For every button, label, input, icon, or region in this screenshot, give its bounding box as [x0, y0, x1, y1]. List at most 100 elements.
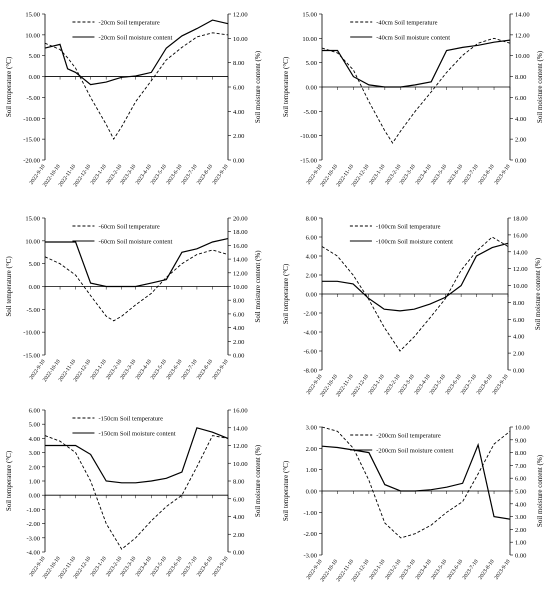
- y2-tick-label: 5.00: [515, 489, 526, 496]
- y-axis-title: Soil temperature (°C): [5, 450, 13, 511]
- y-tick-label: -15.00: [300, 158, 317, 165]
- y2-tick-label: 4.00: [233, 514, 244, 521]
- y2-tick-label: 2.00: [513, 351, 524, 358]
- legend-label: -20cm Soil moisture content: [98, 35, 172, 42]
- y-tick-label: 6.00: [306, 235, 317, 242]
- y2-tick-label: 16.00: [513, 232, 528, 239]
- y-tick-label: 10.00: [25, 238, 40, 245]
- chart-panel-150cm: 6.00 5.00 4.00 3.00 2.00 1.00 0.00 -1.00 -2.00 -3…: [5, 408, 262, 581]
- y-axis-title: Soil temperature (°C): [5, 56, 13, 117]
- legend-label: -60cm Soil moisture content: [98, 239, 172, 246]
- chart-panel-100cm: 8.00 6.00 4.00 2.00 0.00 -2.00 -4.00 -6.00 -8.00…: [282, 216, 542, 399]
- y2-tick-label: 8.00: [233, 60, 244, 67]
- legend-label: -40cm Soil temperature: [376, 20, 437, 27]
- y-tick-label: 15.00: [25, 216, 40, 223]
- y-tick-label: -10.00: [300, 133, 317, 140]
- y-tick-label: 15.00: [25, 12, 40, 19]
- y2-tick-label: 12.00: [515, 32, 530, 39]
- series-line-moisture: [45, 427, 229, 484]
- y2-tick-label: 6.00: [515, 95, 526, 102]
- y2-tick-label: 0.00: [233, 550, 244, 557]
- legend-label: -150cm Soil moisture content: [98, 431, 175, 438]
- y2-tick-label: 0.00: [515, 553, 526, 560]
- y-tick-label: -15.00: [23, 353, 40, 360]
- y2-tick-label: 7.00: [515, 463, 526, 470]
- legend-label: -200cm Soil moisture content: [376, 448, 453, 455]
- legend-label: -60cm Soil temperature: [98, 224, 159, 231]
- y-tick-label: -3.00: [26, 535, 40, 542]
- series-line-temperature: [44, 435, 229, 550]
- y-tick-label: 4.00: [306, 254, 317, 261]
- series-line-temperature: [321, 426, 511, 539]
- y2-axis-title: Soil moisture content (%): [534, 257, 542, 330]
- y-tick-label: 1.00: [306, 467, 317, 474]
- y2-axis-title: Soil moisture content (%): [254, 444, 262, 517]
- y-tick-label: -5.00: [26, 95, 40, 102]
- y2-tick-label: 12.00: [513, 266, 528, 273]
- y-tick-label: 0.00: [29, 284, 40, 291]
- y-tick-label: 3.00: [306, 425, 317, 432]
- series-line-temperature: [44, 249, 229, 322]
- y2-tick-label: 4.00: [515, 501, 526, 508]
- legend-label: -100cm Soil moisture content: [376, 239, 453, 246]
- x-tick-label: 2023-9-10: [492, 374, 510, 396]
- series-line-temperature: [44, 32, 229, 141]
- y-tick-label: -2.00: [303, 531, 317, 538]
- y2-axis-title: Soil moisture content (%): [254, 250, 262, 323]
- y2-tick-label: 6.00: [515, 476, 526, 483]
- y-tick-label: 0.00: [306, 292, 317, 299]
- y-tick-label: 6.00: [29, 408, 40, 415]
- y2-tick-label: 4.00: [233, 109, 244, 116]
- y2-tick-label: 8.00: [515, 74, 526, 81]
- y-tick-label: 0.00: [306, 85, 317, 92]
- y-tick-label: 2.00: [306, 273, 317, 280]
- y-tick-label: -10.00: [23, 116, 40, 123]
- y-tick-label: 10.00: [302, 36, 317, 43]
- y2-tick-label: 10.00: [233, 36, 248, 43]
- series-line-moisture: [44, 19, 229, 86]
- y-tick-label: -15.00: [23, 137, 40, 144]
- y2-axis-title: Soil moisture content (%): [536, 454, 544, 527]
- y2-tick-label: 9.00: [515, 437, 526, 444]
- y2-tick-label: 0.00: [513, 368, 524, 375]
- y2-tick-label: 4.00: [233, 325, 244, 332]
- series-line-moisture: [321, 442, 511, 520]
- y2-tick-label: 2.00: [515, 527, 526, 534]
- y2-tick-label: 12.00: [233, 443, 248, 450]
- y2-tick-label: 8.00: [515, 450, 526, 457]
- series-line-moisture: [322, 39, 511, 88]
- y-tick-label: 2.00: [306, 446, 317, 453]
- y2-tick-label: 0.00: [233, 158, 244, 165]
- y-tick-label: -6.00: [303, 349, 317, 356]
- y-tick-label: -2.00: [303, 311, 317, 318]
- x-tick-label: 2023-9-10: [494, 559, 512, 581]
- x-tick-label: 2023-9-10: [494, 164, 512, 186]
- chart-panel-40cm: 15.00 10.00 5.00 0.00 -5.00 -10.00 -15.00 14.00…: [282, 12, 544, 189]
- y2-tick-label: 3.00: [515, 514, 526, 521]
- y2-tick-label: 4.00: [513, 334, 524, 341]
- y2-tick-label: 2.00: [233, 532, 244, 539]
- y-tick-label: -10.00: [23, 330, 40, 337]
- y-tick-label: 5.00: [29, 53, 40, 60]
- y2-tick-label: 2.00: [233, 339, 244, 346]
- y-tick-label: 1.00: [29, 479, 40, 486]
- legend-label: -200cm Soil temperature: [376, 433, 441, 440]
- series-line-moisture: [322, 242, 509, 312]
- y2-tick-label: 0.00: [515, 158, 526, 165]
- y2-tick-label: 2.00: [233, 133, 244, 140]
- y-tick-label: 4.00: [29, 436, 40, 443]
- y2-tick-label: 8.00: [233, 479, 244, 486]
- y-tick-label: -2.00: [26, 521, 40, 528]
- y2-tick-label: 12.00: [233, 270, 248, 277]
- y2-tick-label: 14.00: [233, 425, 248, 432]
- y2-tick-label: 6.00: [233, 85, 244, 92]
- y-tick-label: 10.00: [25, 32, 40, 39]
- y2-axis-title: Soil moisture content (%): [536, 50, 544, 123]
- y2-tick-label: 10.00: [515, 53, 530, 60]
- y-tick-label: -8.00: [303, 368, 317, 375]
- y-tick-label: -4.00: [26, 550, 40, 557]
- y2-tick-label: 0.00: [233, 353, 244, 360]
- y-tick-label: -5.00: [303, 109, 317, 116]
- y2-tick-label: 6.00: [513, 317, 524, 324]
- chart-panel-60cm: 15.00 10.00 5.00 0.00 -5.00 -10.00 -15.00 20.00…: [5, 216, 262, 384]
